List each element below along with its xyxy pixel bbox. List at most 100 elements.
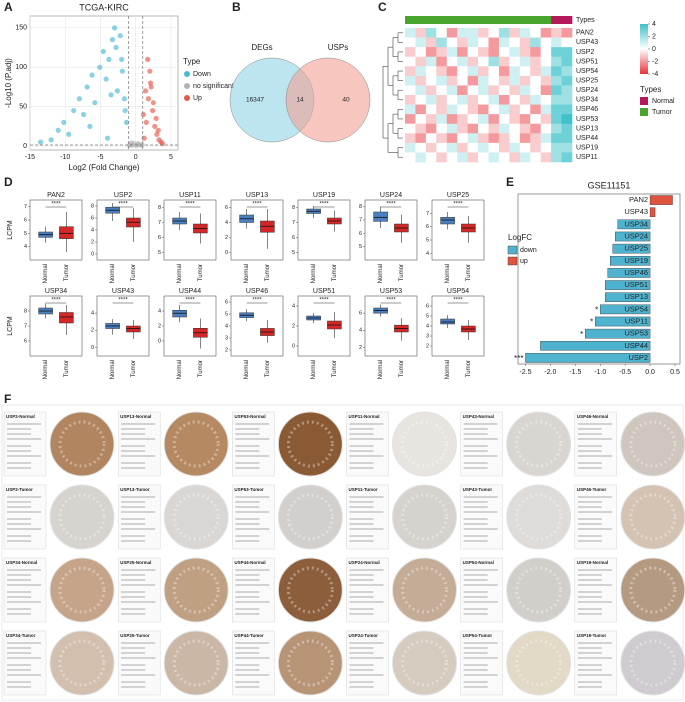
colorbar-label: -4 [652, 71, 658, 78]
heatmap-cell [530, 75, 541, 86]
tissue-title: USP34-Normal [6, 560, 37, 565]
data-point [114, 88, 120, 94]
heatmap-cell [530, 104, 541, 115]
heatmap-cell [540, 37, 552, 48]
heatmap-cell [561, 37, 573, 48]
tissue-core [506, 630, 572, 696]
x-axis-label: Log2 (Fold Change) [68, 163, 139, 172]
heatmap-cell [425, 95, 437, 105]
heatmap-cell [498, 133, 510, 144]
heatmap-cell [540, 142, 552, 153]
heatmap-cell [488, 95, 500, 105]
tissue-card [3, 411, 47, 477]
panel-label: F [4, 392, 11, 406]
tissue-core [277, 484, 343, 550]
bar [612, 243, 651, 254]
tissue-texture [401, 420, 448, 468]
heatmap-cell [405, 37, 416, 48]
y-tick-label: 6 [225, 205, 228, 211]
heatmap-cell [457, 28, 468, 38]
heatmap-cell [478, 28, 489, 38]
tissue-texture [172, 420, 220, 468]
data-point [48, 137, 54, 143]
tissue-card [346, 557, 389, 623]
y-tick-label: 4 [426, 251, 429, 257]
bar [649, 195, 673, 205]
panel-frame [163, 199, 217, 261]
tissue-texture [172, 566, 220, 614]
legend-title: LogFC [508, 233, 532, 242]
tissue-texture [515, 639, 563, 687]
panel-frame [29, 295, 83, 357]
heatmap-cell [519, 142, 531, 153]
panel-label: A [4, 0, 13, 14]
tissue-texture [58, 639, 106, 687]
significance-label: **** [319, 202, 329, 208]
y-tick-label: 4 [225, 323, 228, 329]
heatmap-cell [519, 85, 531, 96]
heatmap-cell [561, 95, 573, 105]
tissue-card [117, 411, 161, 477]
category-label: USP13 [624, 292, 648, 301]
y-tick-label: 4 [225, 220, 228, 226]
heatmap-cell [509, 114, 521, 125]
y-tick-label: 6 [292, 235, 295, 241]
category-label: USP46 [624, 268, 648, 277]
data-point [87, 123, 93, 129]
heatmap-cell [478, 104, 489, 115]
category-label: USP54 [624, 304, 648, 313]
legend-swatch [507, 256, 518, 266]
heatmap-cell [509, 37, 521, 48]
heatmap-cell [436, 37, 448, 48]
data-point [109, 37, 116, 43]
tissue-card [460, 411, 503, 477]
heatmap-cell [457, 152, 468, 163]
significance-label: **** [252, 202, 262, 208]
heatmap-cell [540, 56, 552, 67]
y-tick-label: 3 [225, 335, 228, 341]
heatmap-cell [457, 75, 468, 86]
category-label: USP43 [624, 207, 648, 216]
tissue-core [163, 411, 229, 477]
y-tick-label: 0 [225, 250, 228, 256]
panel-title: USP34 [45, 288, 67, 295]
heatmap-cell [488, 104, 500, 115]
significance-label: **** [185, 202, 195, 208]
tissue-card [3, 630, 47, 696]
panel-title: USP11 [179, 192, 201, 199]
heatmap-cell [405, 152, 416, 163]
heatmap-cell [405, 123, 416, 134]
heatmap-cell [478, 152, 489, 163]
tissue-core [392, 484, 457, 550]
heatmap-cell [446, 47, 458, 58]
heatmap-cell [540, 123, 552, 134]
heatmap-cell [498, 104, 510, 115]
heatmap-cell [498, 47, 510, 58]
heatmap-cell [530, 123, 541, 134]
heatmap-cell [478, 66, 489, 77]
category-label: USP2 [628, 353, 648, 362]
heatmap-cell [530, 28, 541, 38]
bar [585, 328, 651, 339]
y-tick-label: 6 [91, 215, 94, 221]
x-tick-label: Tumor [265, 264, 271, 281]
heatmap-cell [488, 133, 500, 144]
heatmap-cell [551, 142, 562, 153]
bar [649, 207, 656, 217]
x-tick-label: -10 [60, 154, 70, 161]
x-tick-label: Normal [177, 360, 183, 379]
tissue-card [574, 484, 618, 550]
panel-title: USP24 [380, 192, 402, 199]
heatmap-cell [415, 133, 427, 144]
heatmap-cell [498, 37, 510, 48]
heatmap-cell [478, 37, 489, 48]
x-tick-label: -5 [97, 154, 103, 161]
heatmap-cell [519, 152, 531, 163]
tissue-core [277, 411, 343, 477]
y-tick-label: 0 [91, 345, 94, 351]
tissue-title: USP2-Normal [6, 414, 35, 419]
panel-label: E [506, 175, 514, 189]
significance-label: **** [118, 298, 128, 304]
x-tick-label: -2.5 [519, 369, 531, 376]
heatmap-cell [561, 104, 573, 115]
